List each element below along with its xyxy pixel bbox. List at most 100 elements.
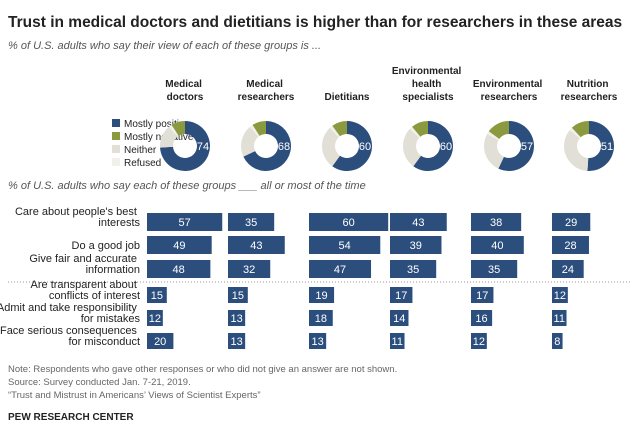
bar: [309, 333, 327, 349]
bar-value: 20: [154, 336, 166, 348]
bar-value: 29: [565, 217, 577, 229]
donut-slice: [484, 133, 504, 169]
bar: [390, 287, 413, 303]
donut-slice: [332, 121, 347, 137]
bar-value: 38: [490, 217, 502, 229]
bar-value: 60: [342, 217, 354, 229]
donut-slice: [252, 121, 266, 136]
bar: [228, 260, 271, 278]
bar-value: 17: [476, 290, 488, 302]
donut-slice: [329, 125, 340, 138]
donut-slice: [409, 126, 421, 138]
bar-value: 48: [173, 264, 185, 276]
bar-value: 12: [473, 336, 485, 348]
bar: [228, 333, 246, 349]
bar: [147, 310, 163, 326]
row-label: Care about people's best interests: [15, 206, 141, 229]
bar-value: 18: [315, 313, 327, 325]
bar: [552, 310, 567, 326]
bar-value: 54: [339, 240, 351, 252]
bar: [390, 213, 447, 231]
bar: [552, 333, 563, 349]
donut-slice: [240, 126, 259, 157]
bar-value: 40: [491, 240, 503, 252]
bar-value: 35: [245, 217, 257, 229]
legend-label: Mostly negative: [124, 132, 194, 143]
bar-value: 43: [412, 217, 424, 229]
bar: [147, 213, 223, 231]
donut-slice: [412, 121, 428, 137]
bar-value: 12: [149, 313, 161, 325]
donut-value: 51: [601, 141, 613, 153]
note: Note: Respondents who gave other respons…: [8, 364, 397, 375]
bar-value: 43: [250, 240, 262, 252]
donut-slice: [250, 124, 260, 137]
donut-slice: [171, 121, 185, 136]
donut-value: 74: [197, 141, 209, 153]
bar: [309, 310, 333, 326]
donut-slice: [487, 131, 500, 141]
bar-value: 16: [475, 313, 487, 325]
donut-slice: [413, 121, 453, 171]
donut-slice: [322, 127, 340, 167]
bar: [309, 287, 335, 303]
bar: [552, 236, 589, 254]
donut-slice: [160, 126, 178, 148]
bar-value: 13: [311, 336, 323, 348]
bar-value: 17: [395, 290, 407, 302]
donut-slice: [498, 121, 534, 171]
donut-slice: [488, 121, 509, 139]
bar: [471, 213, 522, 231]
bar: [552, 260, 584, 278]
bar-value: 57: [178, 217, 190, 229]
bar-value: 11: [392, 336, 403, 348]
row-label: Give fair and accurate information: [29, 253, 140, 276]
legend-swatch: [112, 132, 120, 140]
legend-label: Mostly positive: [124, 119, 190, 130]
bar: [228, 310, 246, 326]
donut-slice: [332, 121, 372, 171]
bar: [147, 260, 211, 278]
donut-value: 57: [521, 141, 533, 153]
donut-slice: [587, 121, 614, 171]
bar: [471, 260, 518, 278]
group-label: Medical doctors: [165, 79, 204, 103]
bar-value: 8: [554, 336, 560, 348]
donut-slice: [403, 128, 421, 167]
row-label: Are transparent about conflicts of inter…: [31, 279, 140, 302]
donut-value: 60: [440, 141, 452, 153]
bar-value: 28: [564, 240, 576, 252]
donut-subtitle: % of U.S. adults who say their view of e…: [8, 40, 321, 52]
bar: [147, 236, 212, 254]
source: Source: Survey conducted Jan. 7-21, 2019…: [8, 377, 191, 388]
group-label: Dietitians: [324, 92, 369, 103]
bar: [552, 287, 568, 303]
donut-slice: [160, 121, 210, 171]
group-label: Nutrition researchers: [561, 79, 618, 103]
bar-value: 35: [488, 264, 500, 276]
bar: [228, 213, 275, 231]
bar: [471, 236, 524, 254]
bar: [471, 287, 494, 303]
report: “Trust and Mistrust in Americans’ Views …: [8, 390, 261, 401]
bar-value: 13: [230, 336, 242, 348]
bar: [471, 310, 493, 326]
bar-value: 12: [554, 290, 566, 302]
bar: [471, 333, 487, 349]
bar: [228, 287, 248, 303]
bar-value: 19: [315, 290, 327, 302]
bar: [390, 236, 442, 254]
group-label: Environmental health specialists: [392, 66, 464, 103]
bar-value: 15: [232, 290, 244, 302]
bar-value: 39: [410, 240, 422, 252]
bar-value: 13: [230, 313, 242, 325]
bar-value: 24: [562, 264, 574, 276]
legend-label: Neither: [124, 145, 157, 156]
bar-value: 47: [334, 264, 346, 276]
bar-subtitle: % of U.S. adults who say each of these g…: [8, 180, 366, 192]
donut-slice: [564, 130, 589, 171]
bar: [147, 287, 167, 303]
bar: [390, 260, 437, 278]
legend-swatch: [112, 145, 120, 153]
